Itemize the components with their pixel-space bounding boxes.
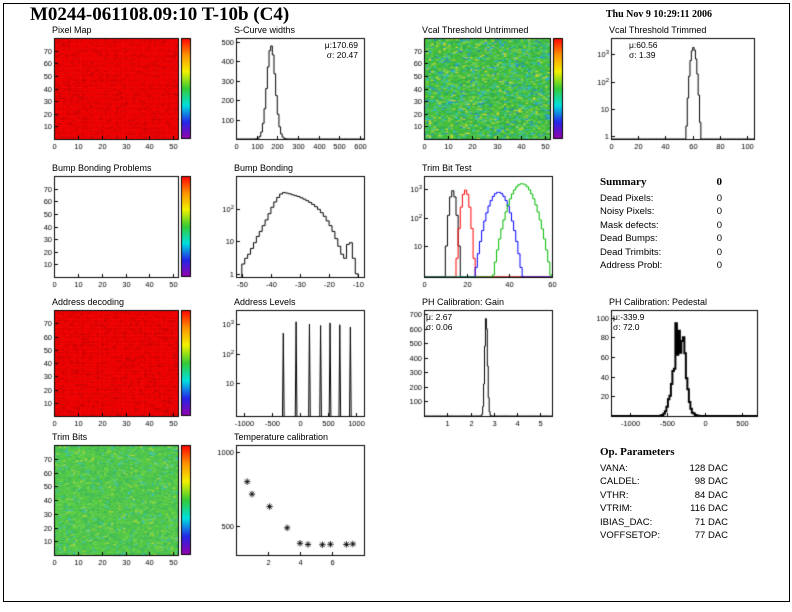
stat-sigma: σ: 0.06 (426, 322, 453, 332)
address-levels-chart (210, 307, 370, 429)
op-row: IBIAS_DAC: 71 DAC (600, 517, 728, 530)
summary-label: Mask defects: (600, 219, 659, 231)
stat-mean: μ:170.69 (324, 40, 358, 50)
summary-label: Dead Pixels: (600, 193, 654, 204)
op-value: 116 DAC (690, 503, 728, 515)
stat-mean: μ:-339.9 (613, 312, 645, 322)
panel-bump-problems: Bump Bonding Problems (28, 162, 198, 290)
panel-temp-cal: Temperature calibration (210, 431, 370, 568)
summary-value: 0 (716, 246, 722, 258)
op-row: CALDEL: 98 DAC (600, 476, 728, 489)
page-title: M0244-061108.09:10 T-10b (C4) (30, 4, 290, 25)
chart-title: Address Levels (234, 297, 296, 307)
stats-box: μ: 2.67 σ: 0.06 (426, 312, 453, 332)
op-parameters-block: Op. Parameters VANA: 128 DAC CALDEL: 98 DA… (600, 446, 728, 543)
op-row: VANA: 128 DAC (600, 463, 728, 476)
summary-row: Dead Trimbits: 0 (600, 247, 722, 260)
op-row: VTHR: 84 DAC (600, 490, 728, 503)
panel-scurve-widths: S-Curve widths μ:170.69 σ: 20.47 (210, 24, 370, 152)
trim-bits-chart (28, 442, 198, 568)
op-parameters-title: Op. Parameters (600, 446, 675, 458)
op-label: VTRIM: (600, 503, 633, 515)
op-label: CALDEL: (600, 476, 640, 488)
stats-box: μ:170.69 σ: 20.47 (325, 40, 358, 60)
summary-total: 0 (716, 176, 723, 188)
op-label: VANA: (600, 463, 628, 474)
chart-title: Trim Bit Test (422, 163, 472, 173)
summary-value: 0 (716, 193, 722, 204)
op-value: 77 DAC (694, 529, 728, 541)
summary-row: Noisy Pixels: 0 (600, 206, 722, 219)
chart-title: Bump Bonding (234, 163, 294, 173)
chart-title: Vcal Threshold Untrimmed (422, 25, 529, 35)
summary-label: Noisy Pixels: (600, 206, 655, 218)
panel-vcal-untrimmed: Vcal Threshold Untrimmed (398, 24, 570, 152)
panel-ph-pedestal: PH Calibration: Pedestal μ:-339.9 σ: 72.… (585, 296, 763, 429)
summary-value: 0 (716, 259, 722, 271)
op-parameters-header: Op. Parameters (600, 446, 728, 458)
chart-title: PH Calibration: Gain (422, 297, 505, 307)
summary-header: Summary 0 (600, 176, 722, 188)
op-value: 71 DAC (694, 516, 728, 528)
op-row: VTRIM: 116 DAC (600, 503, 728, 516)
summary-row: Address Probl: 0 (600, 260, 722, 273)
stat-sigma: σ: 20.47 (326, 50, 358, 60)
panel-bump-bonding: Bump Bonding (210, 162, 370, 290)
bump-problems-chart (28, 173, 198, 290)
summary-row: Dead Pixels: 0 (600, 193, 722, 206)
summary-title: Summary (600, 176, 647, 188)
panel-vcal-trimmed: Vcal Threshold Trimmed μ:60.56 σ: 1.39 (585, 24, 760, 152)
op-label: VOFFSETOP: (600, 529, 661, 541)
timestamp: Thu Nov 9 10:29:11 2006 (605, 9, 712, 20)
summary-value: 0 (716, 206, 722, 218)
trimbit-test-chart (398, 173, 558, 290)
stat-mean: μ:60.56 (629, 40, 658, 50)
canvas-border (3, 3, 790, 602)
ph-gain-chart (398, 307, 558, 429)
op-row: VOFFSETOP: 77 DAC (600, 530, 728, 543)
bump-bonding-chart (210, 173, 370, 290)
chart-title: Address decoding (52, 297, 125, 307)
chart-title: PH Calibration: Pedestal (609, 297, 708, 307)
panel-trimbit-test: Trim Bit Test (398, 162, 558, 290)
summary-row: Mask defects: 0 (600, 220, 722, 233)
stat-sigma: σ: 72.0 (613, 322, 640, 332)
scurve-widths-chart (210, 35, 370, 152)
chart-title: Vcal Threshold Trimmed (609, 25, 707, 35)
op-value: 84 DAC (694, 489, 728, 501)
chart-title: S-Curve widths (234, 25, 296, 35)
stat-mean: μ: 2.67 (426, 312, 453, 322)
summary-block: Summary 0 Dead Pixels: 0 Noisy Pixels: 0 M… (600, 176, 722, 273)
summary-label: Dead Bumps: (600, 233, 658, 245)
stat-sigma: σ: 1.39 (629, 50, 656, 60)
stats-box: μ:-339.9 σ: 72.0 (613, 312, 644, 332)
op-label: VTHR: (600, 489, 629, 501)
summary-label: Dead Trimbits: (600, 246, 662, 258)
panel-ph-gain: PH Calibration: Gain μ: 2.67 σ: 0.06 (398, 296, 558, 429)
op-value: 128 DAC (689, 463, 728, 474)
vcal-untrimmed-chart (398, 35, 570, 152)
panel-trim-bits: Trim Bits (28, 431, 198, 568)
panel-address-levels: Address Levels (210, 296, 370, 429)
address-decoding-chart (28, 307, 198, 429)
chart-title: Bump Bonding Problems (52, 163, 152, 173)
summary-row: Dead Bumps: 0 (600, 233, 722, 246)
ph-pedestal-chart (585, 307, 763, 429)
panel-address-decoding: Address decoding (28, 296, 198, 429)
chart-title: Pixel Map (52, 25, 92, 35)
panel-pixel-map: Pixel Map (28, 24, 198, 152)
summary-value: 0 (716, 219, 722, 231)
summary-label: Address Probl: (600, 259, 663, 271)
vcal-trimmed-chart (585, 35, 760, 152)
chart-title: Temperature calibration (234, 432, 329, 442)
summary-value: 0 (716, 233, 722, 245)
stats-box: μ:60.56 σ: 1.39 (629, 40, 658, 60)
pixel-map-chart (28, 35, 198, 152)
chart-title: Trim Bits (52, 432, 88, 442)
op-label: IBIAS_DAC: (600, 516, 653, 528)
op-value: 98 DAC (694, 476, 728, 488)
temp-cal-chart (210, 442, 370, 568)
